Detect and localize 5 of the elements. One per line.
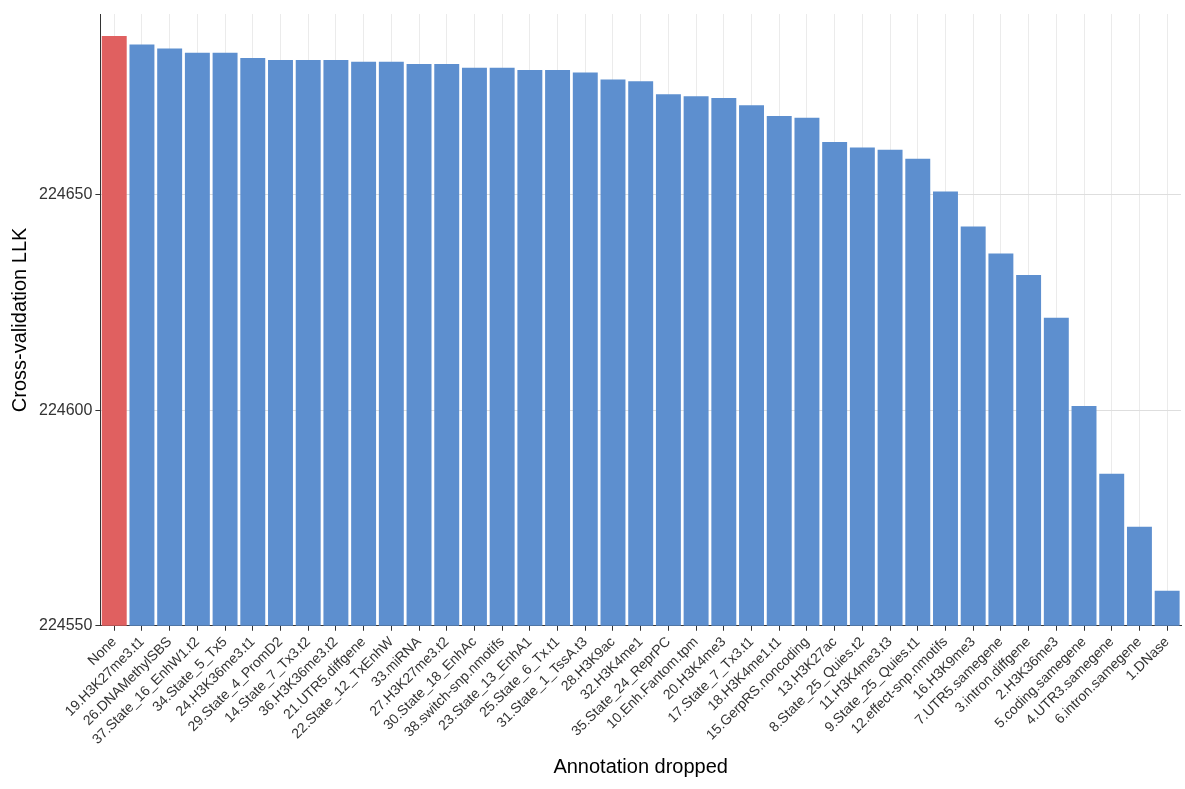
y-tick-label: 224550 <box>39 616 93 634</box>
y-axis-title: Cross-validation LLK <box>7 226 30 413</box>
y-tick-label: 224650 <box>39 185 93 203</box>
y-tick-label: 224600 <box>39 400 93 418</box>
x-axis-title: Annotation dropped <box>553 754 728 777</box>
